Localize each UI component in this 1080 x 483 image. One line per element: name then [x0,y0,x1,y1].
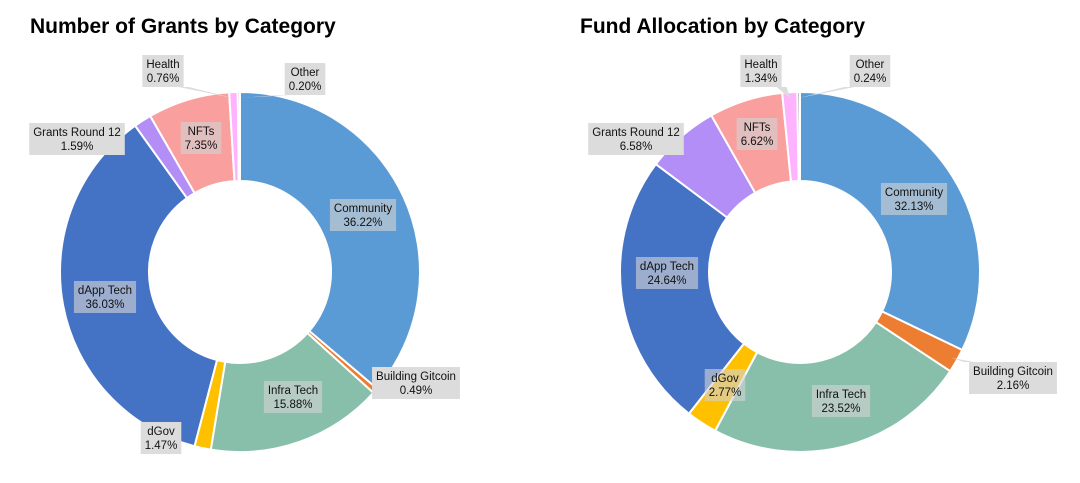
leader-line [951,357,975,362]
data-label-name: Health [146,59,179,71]
data-label-name: Building Gitcoin [973,366,1053,378]
data-label-other: Other 0.20% [238,63,326,99]
data-label-box [588,123,684,155]
data-label-value: 0.76% [147,73,180,85]
data-label-dapp-tech: dApp Tech 36.03% [73,281,137,313]
data-label-health: Health 0.76% [142,55,234,99]
data-label-box [736,118,778,150]
data-label-other: Other 0.24% [798,55,891,99]
data-label-value: 2.16% [997,380,1030,392]
data-label-box [704,369,746,401]
data-label-nfts: NFTs 7.35% [180,122,222,154]
data-label-value: 24.64% [647,275,686,287]
data-label-value: 0.20% [289,81,322,93]
data-label-box [969,362,1057,394]
leader-line [238,95,290,99]
data-label-name: dApp Tech [640,261,694,273]
data-label-name: Community [334,203,392,215]
data-label-building-gitcoin: Building Gitcoin 2.16% [951,357,1057,394]
data-label-community: Community 36.22% [329,199,397,231]
data-label-name: NFTs [188,126,215,138]
data-label-name: dGov [711,373,739,385]
data-label-box [140,422,182,454]
data-label-box [372,367,460,399]
data-label-name: Infra Tech [268,385,318,397]
chart-title-right: Fund Allocation by Category [580,15,865,38]
data-label-box [880,183,948,215]
slice-other [236,90,241,183]
slice-other [796,90,801,183]
data-label-value: 1.59% [61,141,94,153]
data-label-grants-round-12: Grants Round 12 6.58% [588,123,684,155]
data-label-value: 6.62% [741,136,774,148]
data-label-name: dApp Tech [78,285,132,297]
data-label-box [329,199,397,231]
data-label-name: Grants Round 12 [33,127,121,139]
data-label-name: Infra Tech [816,389,866,401]
data-label-value: 0.49% [400,385,433,397]
data-label-value: 0.24% [854,73,887,85]
data-label-name: dGov [147,426,175,438]
data-label-box [284,63,326,95]
data-label-box [29,123,125,155]
data-label-value: 2.77% [709,387,742,399]
data-label-name: Other [291,67,320,79]
leader-line [776,87,791,99]
leader-line [178,87,234,99]
data-label-value: 6.58% [620,141,653,153]
data-label-value: 15.88% [273,399,312,411]
data-label-dapp-tech: dApp Tech 24.64% [635,257,699,289]
slice-community [239,90,421,391]
data-label-infra-tech: Infra Tech 23.52% [811,385,871,417]
data-label-name: NFTs [744,122,771,134]
data-label-value: 23.52% [821,403,860,415]
data-label-box [73,281,137,313]
data-label-box [849,55,891,87]
data-label-name: Building Gitcoin [376,371,456,383]
data-label-value: 1.47% [145,440,178,452]
slice-community [799,90,981,352]
data-label-box [142,55,184,87]
data-label-value: 32.13% [894,201,933,213]
leader-line [798,87,855,99]
data-label-dgov: dGov 2.77% [704,369,746,401]
data-label-name: Other [856,59,885,71]
data-label-box [740,55,782,87]
data-label-infra-tech: Infra Tech 15.88% [263,381,323,413]
data-label-value: 36.22% [343,217,382,229]
data-label-value: 1.34% [745,73,778,85]
data-label-box [180,122,222,154]
donut-chart-grants: Community 36.22% Building Gitcoin 0.49% Infr… [29,55,460,454]
data-label-box [263,381,323,413]
data-label-box [635,257,699,289]
data-label-building-gitcoin: Building Gitcoin 0.49% [372,367,460,399]
data-label-name: Community [885,187,943,199]
data-label-grants-round-12: Grants Round 12 1.59% [29,123,125,155]
data-label-value: 36.03% [85,299,124,311]
data-label-name: Grants Round 12 [592,127,680,139]
data-label-box [811,385,871,417]
chart-title-left: Number of Grants by Category [30,15,336,38]
donut-chart-funds: Community 32.13% Building Gitcoin 2.16% Infr… [588,55,1057,453]
data-label-value: 7.35% [185,140,218,152]
data-label-name: Health [744,59,777,71]
data-label-dgov: dGov 1.47% [140,422,182,454]
data-label-community: Community 32.13% [880,183,948,215]
data-label-health: Health 1.34% [740,55,791,99]
data-label-nfts: NFTs 6.62% [736,118,778,150]
